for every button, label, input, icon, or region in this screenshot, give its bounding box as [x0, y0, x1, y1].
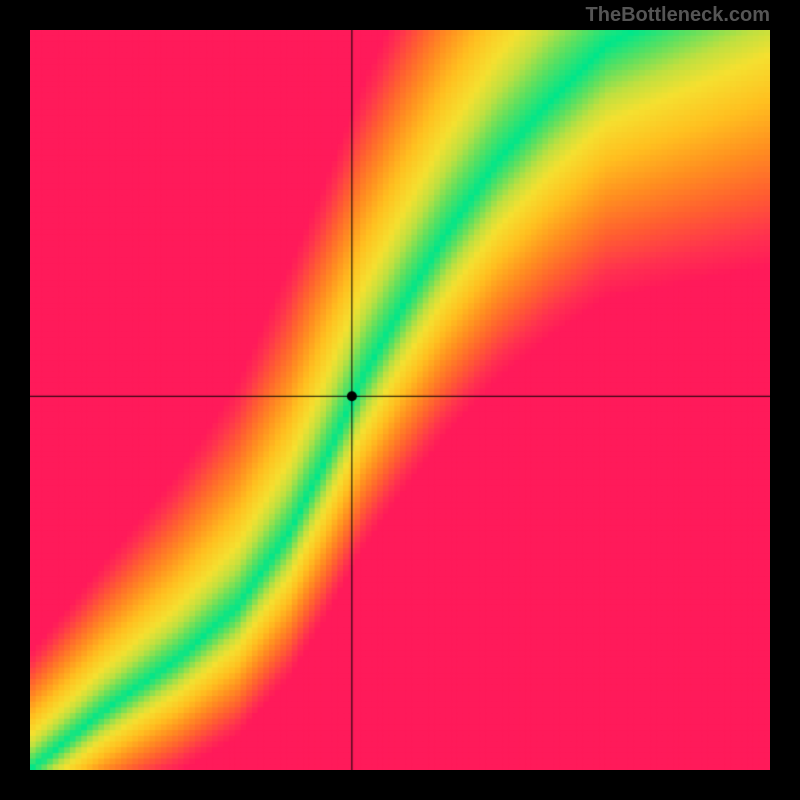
heatmap-plot — [30, 30, 770, 770]
heatmap-canvas — [30, 30, 770, 770]
watermark-text: TheBottleneck.com — [586, 4, 770, 27]
